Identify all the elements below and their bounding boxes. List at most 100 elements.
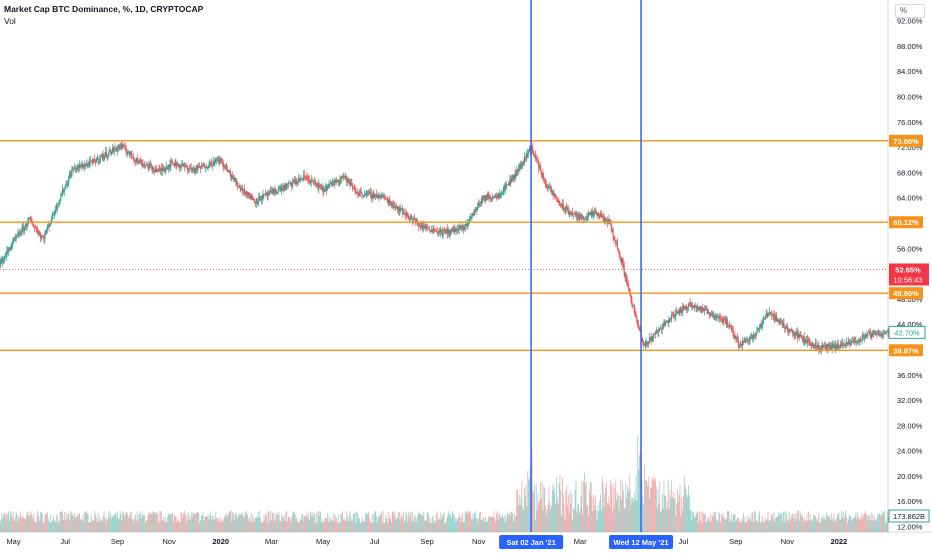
volume-bar [516,491,517,532]
volume-bar [478,519,479,532]
volume-bar [796,518,797,532]
volume-bar [518,505,519,532]
volume-bar [469,512,470,532]
volume-bar [26,515,27,532]
volume-bar [663,480,664,532]
volume-bar [627,487,628,532]
candle-body [474,210,475,216]
volume-bar [510,516,511,532]
volume-bar [91,515,92,532]
volume-bar [603,506,604,532]
candle-body [755,336,756,337]
volume-bar [854,518,855,532]
volume-bar [747,516,748,532]
volume-bar [319,516,320,532]
volume-bar [280,521,281,532]
candle-body [24,226,25,230]
vertical-marker-label: Wed 12 May '21 [614,538,669,547]
volume-bar [20,512,21,532]
volume-bar [77,516,78,532]
volume-bar [298,522,299,532]
candle-body [153,168,154,170]
volume-bar [658,489,659,532]
candle-body [39,233,40,234]
volume-bar [175,516,176,532]
volume-bar [340,522,341,532]
volume-bar [203,512,204,532]
candle-body [545,180,546,185]
volume-bar [405,520,406,532]
volume-bar [652,478,653,532]
volume-bar [332,521,333,532]
candle-body [129,152,130,153]
volume-bar [381,512,382,532]
volume-bar [654,482,655,532]
volume-bar [155,514,156,532]
volume-bar [35,522,36,532]
volume-bar [70,511,71,532]
volume-bar [686,494,687,532]
volume-bar [581,496,582,532]
volume-bar [584,473,585,532]
volume-bar [502,514,503,532]
volume-bar [153,511,154,532]
volume-bar [367,515,368,532]
candle-body [843,345,844,346]
volume-bar [351,521,352,532]
volume-bar [552,490,553,532]
volume-bar [299,521,300,532]
volume-bar [795,514,796,532]
volume-bar [285,512,286,532]
volume-bar [718,512,719,532]
candle-body [536,159,537,162]
candle-body [91,161,92,162]
time-tick-label: Jul [60,537,70,546]
volume-bar [752,512,753,532]
volume-bar [156,512,157,532]
candle-body [737,338,738,341]
volume-bar [293,511,294,532]
candle-body [339,179,340,181]
volume-bar [864,513,865,532]
volume-bar [281,514,282,532]
percent-scale-button[interactable]: % [895,4,925,18]
volume-bar [511,512,512,532]
volume-bar [587,506,588,532]
volume-bar [458,517,459,532]
volume-bar [460,517,461,532]
candle-body [619,253,620,257]
volume-bar [486,522,487,532]
candle-body [237,183,238,186]
volume-bar [740,521,741,532]
volume-bar [269,511,270,532]
volume-bar [453,514,454,532]
volume-bar [757,521,758,532]
volume-bar [548,505,549,532]
volume-bar [591,482,592,532]
volume-bar [400,516,401,532]
volume-bar [483,517,484,532]
candle-body [735,338,736,339]
volume-bar [394,515,395,532]
volume-bar [504,516,505,532]
volume-bar [9,521,10,532]
candle-body [688,306,689,308]
candle-body [542,173,543,177]
candle-body [558,200,559,202]
candle-body [810,343,811,345]
volume-bar [729,522,730,532]
volume-bar [311,516,312,532]
candle-body [738,340,739,345]
candle-body [804,337,805,343]
volume-bar [522,507,523,532]
volume-bar [546,514,547,532]
volume-bar [418,512,419,532]
volume-bar [206,516,207,532]
volume-bar [503,518,504,532]
volume-bar [345,520,346,532]
volume-bar [448,511,449,532]
volume-bar [193,513,194,532]
volume-bar [806,514,807,532]
